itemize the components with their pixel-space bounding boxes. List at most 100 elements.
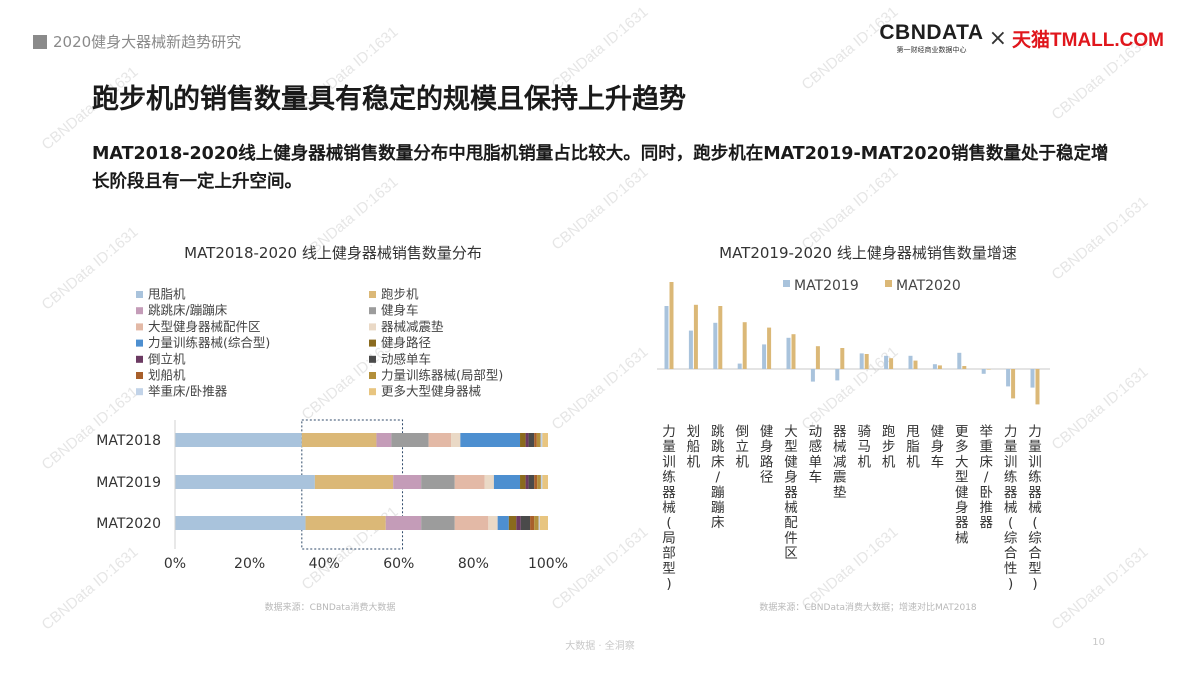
chart1-legend-label: 甩脂机 — [148, 287, 186, 302]
chart2-bar — [791, 334, 796, 369]
times-icon: × — [988, 26, 1008, 51]
chart2-category-label: 跑步机 — [882, 424, 896, 470]
chart1-bar-segment — [530, 516, 535, 530]
chart1-bar-segment — [175, 516, 306, 530]
chart1-bar-segment — [314, 475, 394, 489]
chart1-bar-segment — [538, 516, 540, 530]
chart2-category-label: 倒立机 — [735, 424, 749, 470]
chart1-x-tick-label: 100% — [528, 556, 568, 572]
chart1-legend-swatch — [369, 339, 376, 347]
chart1-legend-label: 动感单车 — [381, 351, 431, 366]
chart1-bar-segment — [454, 475, 485, 489]
chart2-bar — [742, 322, 747, 369]
chart1-bar-segment — [534, 475, 538, 489]
chart2-source: 数据来源：CBNData消费大数据；增速对比MAT2018 — [759, 601, 977, 613]
chart1-legend-label: 划船机 — [148, 368, 186, 383]
chart2-bar — [884, 355, 889, 369]
chart2-category-label: 甩脂机 — [906, 424, 920, 470]
chart2-bar — [864, 354, 869, 369]
chart1-bar-segment — [497, 516, 509, 530]
chart1-legend-label: 跳跳床/蹦蹦床 — [148, 303, 228, 318]
chart1-legend-label: 举重床/卧推器 — [148, 384, 228, 399]
chart2-category-label: 器械减震垫 — [833, 424, 847, 501]
chart2-bar — [962, 366, 967, 369]
chart1-legend-label: 大型健身器械配件区 — [148, 319, 261, 334]
chart2-bar — [1030, 369, 1035, 388]
chart1-bar-segment — [540, 475, 543, 489]
chart1-source: 数据来源：CBNData消费大数据 — [265, 601, 396, 613]
chart1-x-tick-label: 20% — [234, 556, 265, 572]
chart2-bar — [908, 355, 913, 369]
chart2-bar — [767, 327, 772, 369]
chart2-category-label: 举重床/卧推器 — [979, 424, 993, 531]
chart2-bar — [762, 344, 767, 369]
chart1-legend-label: 倒立机 — [148, 351, 186, 366]
chart1-bar-segment — [385, 516, 422, 530]
chart1-legend-swatch — [369, 307, 376, 315]
chart1-legend-swatch — [136, 339, 143, 347]
chart1-bar-segment — [542, 475, 548, 489]
chart1-legend-label: 力量训练器械(综合型) — [148, 335, 270, 350]
chart2-bar — [835, 369, 840, 381]
chart2-bar — [840, 348, 845, 369]
brand-logos: CBNDATA 第一财经商业数据中心 × 天猫TMALL.COM — [879, 22, 1164, 55]
chart1-category-label: MAT2020 — [96, 516, 161, 532]
chart1-legend-swatch — [136, 323, 143, 331]
chart2-bar — [981, 369, 986, 374]
chart1-category-label: MAT2018 — [96, 433, 161, 449]
chart1-bar-segment — [508, 516, 517, 530]
page-description: MAT2018-2020线上健身器械销售数量分布中甩脂机销量占比较大。同时，跑步… — [92, 144, 1109, 192]
chart1-bar-segment — [493, 475, 521, 489]
chart2-bar — [737, 363, 742, 369]
chart1-legend-label: 器械减震垫 — [381, 319, 444, 334]
page-title: 跑步机的销售数量具有稳定的规模且保持上升趋势 — [92, 84, 686, 115]
chart2-bar — [986, 369, 991, 370]
section-title: 2020健身大器械新趋势研究 — [33, 31, 241, 52]
chart1-legend-swatch — [136, 355, 143, 363]
chart1-legend-label: 跑步机 — [381, 287, 419, 302]
chart1-legend-swatch — [369, 372, 376, 379]
chart1-bar-segment — [391, 433, 429, 447]
chart1-bar-segment — [393, 475, 422, 489]
chart2-legend-swatch — [885, 280, 892, 287]
chart1-bar-segment — [534, 433, 537, 447]
chart1-x-tick-label: 40% — [309, 556, 340, 572]
chart1-bar-segment — [542, 433, 548, 447]
chart2-bar — [688, 330, 693, 369]
chart2-bar — [669, 282, 674, 369]
chart1-bar-segment — [376, 433, 392, 447]
chart2-legend-swatch — [783, 280, 790, 287]
chart2-category-label: 力量训练器械(综合型) — [1028, 424, 1042, 592]
chart1-bar-segment — [175, 475, 315, 489]
chart1-x-tick-label: 0% — [164, 556, 186, 572]
chart2-bar — [913, 360, 918, 369]
chart1-bar-segment — [454, 516, 489, 530]
chart2-category-label: 跳跳床/蹦蹦床 — [711, 424, 725, 531]
chart1-bar-segment — [525, 433, 529, 447]
chart1-legend-swatch — [369, 355, 376, 363]
chart1-bar-segment — [460, 433, 521, 447]
chart2-bar — [1011, 369, 1016, 399]
chart1-bar-segment — [520, 433, 526, 447]
chart1-legend-swatch — [369, 388, 376, 396]
page-number: 10 — [1092, 637, 1105, 648]
chart2-bar — [713, 322, 718, 369]
chart1-x-tick-label: 60% — [383, 556, 414, 572]
cbndata-logo: CBNDATA 第一财经商业数据中心 — [879, 22, 983, 55]
chart1-bar-segment — [540, 433, 543, 447]
chart1-title: MAT2018-2020 线上健身器械销售数量分布 — [184, 244, 482, 262]
chart2-bar — [815, 346, 820, 369]
chart2-category-label: 骑马机 — [857, 424, 871, 470]
cbndata-logo-sub: 第一财经商业数据中心 — [896, 46, 967, 54]
chart1-legend-label: 健身路径 — [381, 335, 431, 350]
chart2-bar — [932, 364, 937, 369]
chart1-bar-segment — [525, 475, 529, 489]
chart1-bar-segment — [421, 475, 455, 489]
chart1-legend-label: 更多大型健身器械 — [381, 384, 482, 399]
chart2-category-label: 力量训练器械(局部型) — [662, 424, 676, 592]
chart1-legend-label: 力量训练器械(局部型) — [381, 368, 503, 383]
chart1-bar-segment — [539, 516, 548, 530]
chart1-bar-segment — [301, 433, 377, 447]
chart1-legend-swatch — [136, 307, 143, 315]
